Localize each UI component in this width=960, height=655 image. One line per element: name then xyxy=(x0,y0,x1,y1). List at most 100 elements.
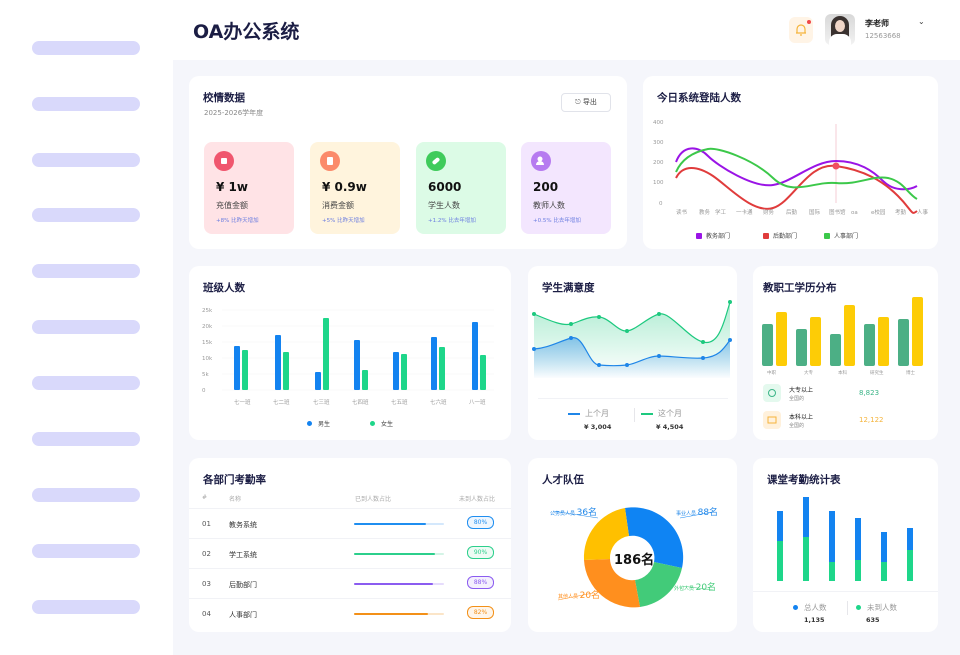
sidebar-item-8[interactable] xyxy=(32,432,140,446)
education-row: 本科以上 全国的 12,122 xyxy=(763,411,933,431)
sidebar-item-2[interactable] xyxy=(32,97,140,111)
notification-dot xyxy=(807,20,811,24)
svg-text:八一班: 八一班 xyxy=(469,398,486,406)
column-header: 已到人数占比 xyxy=(355,496,392,503)
legend-absent[interactable]: 未到人数 xyxy=(856,602,897,613)
talent-donut-chart xyxy=(552,507,714,608)
stat-card[interactable]: 200 教师人数 +0.5% 比去年增加 xyxy=(521,142,611,234)
svg-text:200: 200 xyxy=(653,160,664,166)
table-row[interactable]: 04 人事部门 82% xyxy=(189,598,511,628)
classroom-stacked-bar-chart xyxy=(777,497,913,581)
column-header: # xyxy=(202,494,208,501)
svg-text:oa: oa xyxy=(851,210,858,216)
card-icon xyxy=(763,411,781,429)
overview-card: 校情数据 2025-2026学年度 ⎋ 导出 ¥ 1w 充值金额 +8% 比昨天… xyxy=(189,76,627,249)
svg-text:博士: 博士 xyxy=(906,369,915,376)
svg-text:研究生: 研究生 xyxy=(870,369,884,376)
svg-text:七四班: 七四班 xyxy=(352,398,369,406)
stat-card[interactable]: ¥ 0.9w 消费金额 +5% 比昨天增加 xyxy=(310,142,400,234)
education-bar-chart: 中职 大专 本科 研究生 博士 xyxy=(762,297,923,376)
legend-this-month[interactable]: 这个月 xyxy=(641,408,682,419)
svg-text:国际: 国际 xyxy=(809,208,821,216)
sidebar-item-4[interactable] xyxy=(32,208,140,222)
svg-text:本科: 本科 xyxy=(838,369,847,376)
svg-text:七三班: 七三班 xyxy=(313,398,330,406)
sidebar-item-6[interactable] xyxy=(32,320,140,334)
sidebar xyxy=(0,0,173,655)
svg-text:人事: 人事 xyxy=(917,208,929,216)
this-month-value: ¥ 4,504 xyxy=(656,423,684,431)
card-title: 各部门考勤率 xyxy=(203,474,266,486)
svg-text:七五班: 七五班 xyxy=(391,398,408,406)
upload-icon: ⎋ xyxy=(575,98,581,106)
total-value: 1,135 xyxy=(804,616,825,624)
table-row[interactable]: 03 后勤部门 88% xyxy=(189,568,511,598)
education-card: 教职工学历分布 中职 大专 本科 研究生 博士 大专以上 全国的 8,823 本… xyxy=(753,266,938,440)
chevron-down-icon[interactable]: ⌄ xyxy=(918,17,925,26)
stat-card[interactable]: ¥ 1w 充值金额 +8% 比昨天增加 xyxy=(204,142,294,234)
user-id: 12563668 xyxy=(865,32,901,40)
svg-text:七六班: 七六班 xyxy=(430,398,447,406)
talent-total: 186名 xyxy=(614,553,655,568)
app-title: OA办公系统 xyxy=(193,21,300,43)
sidebar-item-3[interactable] xyxy=(32,153,140,167)
table-row[interactable]: 02 学工系统 90% xyxy=(189,538,511,568)
pie-label: 外包人员 20名 xyxy=(674,583,717,593)
legend-last-month[interactable]: 上个月 xyxy=(568,408,609,419)
sidebar-item-5[interactable] xyxy=(32,264,140,278)
svg-text:考勤: 考勤 xyxy=(895,208,907,216)
svg-text:后勤: 后勤 xyxy=(786,208,798,216)
svg-text:0: 0 xyxy=(659,201,663,207)
legend-item[interactable]: 教务部门 xyxy=(696,231,730,240)
class-bar-chart: 25k 20k 15k 10k 5k 0 七一班 七二班 七三班 七四班 七五班 七六班 八… xyxy=(202,308,494,406)
svg-text:100: 100 xyxy=(653,180,664,186)
pie-label: 公务员人员 36名 xyxy=(550,508,598,518)
header: OA办公系统 李老师 12563668 ⌄ xyxy=(173,0,960,60)
card-title: 校情数据 xyxy=(203,92,245,104)
svg-text:读书: 读书 xyxy=(676,208,688,216)
document-icon xyxy=(320,151,340,171)
avatar[interactable] xyxy=(825,14,855,45)
svg-text:中职: 中职 xyxy=(767,369,776,376)
class-chart-card: 班级人数 25k 20k 15k 10k 5k 0 七一班 七二班 七三班 七四班 七五班… xyxy=(189,266,511,440)
satisfaction-area-chart xyxy=(532,300,732,378)
sidebar-item-10[interactable] xyxy=(32,544,140,558)
legend-item[interactable]: 后勤部门 xyxy=(763,231,797,240)
notification-button[interactable] xyxy=(789,17,813,43)
attendance-card: 各部门考勤率 # 名称 已到人数占比 未到人数占比 01 教务系统 80% 02 学… xyxy=(189,458,511,632)
stat-card[interactable]: 6000 学生人数 +1.2% 比去年增加 xyxy=(416,142,506,234)
legend-item[interactable]: 男生 xyxy=(307,419,330,428)
legend-item[interactable]: 人事部门 xyxy=(824,231,858,240)
card-title: 教职工学历分布 xyxy=(763,282,837,294)
pie-label: 其他人员 20名 xyxy=(558,591,601,601)
sidebar-item-7[interactable] xyxy=(32,376,140,390)
legend-total[interactable]: 总人数 xyxy=(793,602,827,613)
school-year: 2025-2026学年度 xyxy=(204,109,264,117)
svg-text:15k: 15k xyxy=(202,340,213,346)
table-row[interactable]: 01 教务系统 80% xyxy=(189,508,511,538)
add-user-icon xyxy=(531,151,551,171)
card-title: 今日系统登陆人数 xyxy=(657,92,741,104)
pie-label: 事业人员 88名 xyxy=(676,508,719,518)
legend-item[interactable]: 女生 xyxy=(370,419,393,428)
user-name: 李老师 xyxy=(865,19,889,28)
svg-text:七一班: 七一班 xyxy=(234,398,251,406)
card-title: 课堂考勤统计表 xyxy=(767,474,841,486)
tag-icon xyxy=(426,151,446,171)
card-title: 学生满意度 xyxy=(542,282,595,294)
svg-text:25k: 25k xyxy=(202,308,213,314)
svg-text:大专: 大专 xyxy=(804,369,813,376)
education-row: 大专以上 全国的 8,823 xyxy=(763,384,933,404)
sidebar-item-1[interactable] xyxy=(32,41,140,55)
bell-icon xyxy=(796,24,806,36)
login-chart-card: 今日系统登陆人数 400 300 200 100 0 读书 教务 学工 一卡通 … xyxy=(643,76,938,249)
sidebar-item-9[interactable] xyxy=(32,488,140,502)
sidebar-item-11[interactable] xyxy=(32,600,140,614)
absent-value: 635 xyxy=(866,616,880,624)
export-button[interactable]: ⎋ 导出 xyxy=(561,93,611,112)
svg-text:e校园: e校园 xyxy=(871,208,886,216)
svg-text:400: 400 xyxy=(653,120,664,126)
classroom-card: 课堂考勤统计表 总人数 1,135 未到人数 635 xyxy=(753,458,938,632)
svg-text:20k: 20k xyxy=(202,324,213,330)
card-title: 班级人数 xyxy=(203,282,245,294)
